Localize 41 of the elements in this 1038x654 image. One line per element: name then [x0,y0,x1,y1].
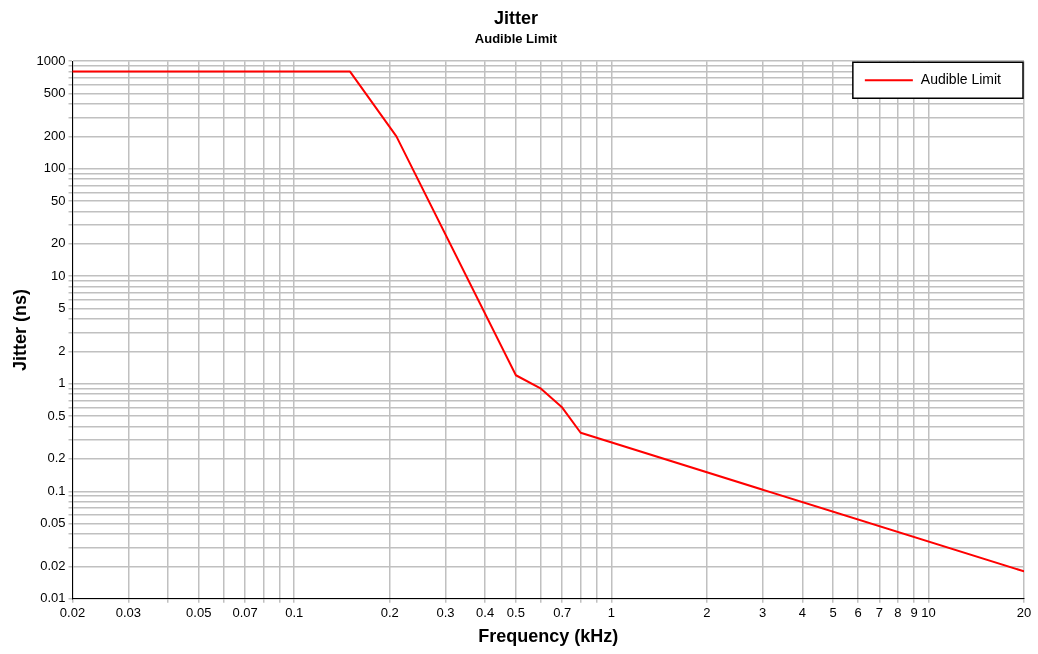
x-tick-label: 4 [798,605,806,621]
x-tick-label: 0.1 [285,605,304,621]
y-tick-label: 0.1 [47,482,66,498]
x-tick-label: 7 [875,605,884,621]
x-tick-label: 2 [703,605,711,621]
y-tick-label: 1000 [36,52,66,68]
chart-subtitle: Audible Limit [474,30,558,46]
y-tick-label: 200 [43,127,66,143]
x-tick-label: 5 [829,605,837,621]
y-tick-label: 100 [43,160,66,176]
x-tick-label: 1 [607,605,615,621]
x-tick-label: 0.3 [436,605,455,621]
x-tick-label: 9 [910,605,918,621]
x-tick-label: 0.03 [115,605,142,621]
x-tick-label: 0.7 [553,605,572,621]
y-tick-label: 20 [51,235,66,251]
y-tick-label: 5 [58,300,66,316]
chart-title: Jitter [493,7,539,28]
x-tick-label: 0.4 [476,605,495,621]
y-tick-label: 0.05 [40,515,66,531]
x-tick-label: 10 [921,605,936,621]
y-tick-label: 10 [51,267,66,283]
y-tick-label: 2 [58,342,66,358]
y-tick-label: 0.2 [47,450,66,466]
x-tick-label: 6 [854,605,862,621]
x-tick-label: 0.07 [232,605,258,621]
x-tick-label: 0.5 [506,605,525,621]
x-tick-label: 3 [759,605,767,621]
legend-label: Audible Limit [920,71,1002,88]
y-axis-title: Jitter (ns) [9,288,30,372]
x-tick-label: 20 [1016,605,1032,621]
y-tick-label: 1 [58,375,66,391]
x-tick-label: 0.2 [380,605,399,621]
x-tick-label: 0.05 [186,605,212,621]
y-tick-label: 0.02 [40,558,66,574]
x-axis-title: Frequency (kHz) [478,626,619,647]
y-tick-label: 500 [43,85,66,101]
x-tick-label: 8 [894,605,902,621]
y-tick-label: 50 [51,192,66,208]
y-tick-label: 0.5 [47,407,66,423]
y-tick-label: 0.01 [40,590,66,606]
